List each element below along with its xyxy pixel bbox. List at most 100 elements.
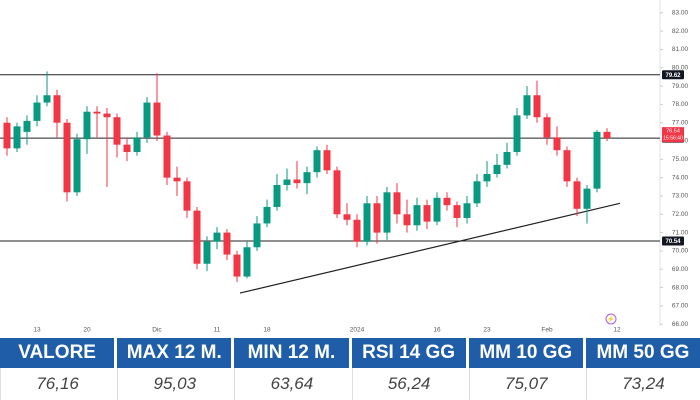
candle-body xyxy=(593,131,601,189)
candle-body xyxy=(223,232,231,255)
table-header: MM 10 GG xyxy=(468,338,583,368)
candle-body xyxy=(553,137,561,151)
candle-body xyxy=(423,205,431,222)
candle-body xyxy=(353,219,361,242)
x-tick-label: Dic xyxy=(152,327,162,334)
x-tick-label: 16 xyxy=(433,327,441,334)
table-column: RSI 14 GG 56,24 xyxy=(351,338,466,400)
candle-body xyxy=(293,179,301,184)
candle-body xyxy=(203,241,211,264)
y-tick-label: 77.00 xyxy=(672,119,689,126)
y-tick-label: 75.00 xyxy=(672,156,689,163)
y-tick-label: 72.00 xyxy=(672,211,689,218)
candle-body xyxy=(383,192,391,233)
candle-body xyxy=(473,181,481,204)
y-tick-label: 73.00 xyxy=(672,193,689,200)
y-tick-label: 67.00 xyxy=(672,303,689,310)
icon-glyph: ⚡ xyxy=(607,315,614,323)
candle-body xyxy=(113,117,121,145)
table-value: 73,24 xyxy=(585,368,700,400)
table-header: VALORE xyxy=(0,338,115,368)
stats-table: VALORE 76,16 MAX 12 M. 95,03 MIN 12 M. 63,64 R… xyxy=(0,338,700,400)
x-tick-label: 20 xyxy=(83,327,91,334)
x-tick-label: 13 xyxy=(33,327,41,334)
candle-body xyxy=(213,232,221,242)
candle-body xyxy=(603,131,611,139)
table-column: MM 10 GG 75,07 xyxy=(468,338,583,400)
candle-body xyxy=(393,192,401,215)
candle-body xyxy=(533,95,541,118)
candle-body xyxy=(453,205,461,218)
table-column: MAX 12 M. 95,03 xyxy=(117,338,232,400)
candle-body xyxy=(263,206,271,224)
candle-body xyxy=(173,177,181,182)
x-tick-label: Feb xyxy=(541,327,553,334)
candle-body xyxy=(233,254,241,277)
table-header: RSI 14 GG xyxy=(351,338,466,368)
table-value: 63,64 xyxy=(234,368,348,400)
table-column: VALORE 76,16 xyxy=(0,338,115,400)
table-header: MM 50 GG xyxy=(585,338,700,368)
candle-body xyxy=(63,122,71,193)
candle-body xyxy=(583,188,591,209)
candle-body xyxy=(563,150,571,182)
last-price-label: 76.54 xyxy=(666,129,680,135)
candle-body xyxy=(253,223,261,248)
candle-body xyxy=(53,95,61,123)
x-tick-label: 11 xyxy=(214,327,221,334)
table-value: 75,07 xyxy=(468,368,583,400)
y-tick-label: 83.00 xyxy=(672,10,689,17)
level-label: 70.54 xyxy=(665,239,681,245)
y-tick-label: 74.00 xyxy=(672,174,689,181)
y-tick-label: 70.00 xyxy=(672,248,689,255)
candle-body xyxy=(123,144,131,153)
y-tick-label: 71.00 xyxy=(672,229,689,236)
candle-body xyxy=(433,197,441,222)
candle-body xyxy=(403,214,411,226)
level-tag xyxy=(662,70,684,80)
candle-body xyxy=(413,205,421,226)
x-tick-label: 18 xyxy=(263,327,271,334)
candle-body xyxy=(3,122,11,149)
candle-body xyxy=(103,113,111,118)
y-tick-label: 79.00 xyxy=(672,83,689,90)
candle-body xyxy=(23,120,31,132)
candle-body xyxy=(493,164,501,174)
y-tick-label: 66.00 xyxy=(672,321,689,328)
table-value: 56,24 xyxy=(351,368,466,400)
level-label: 79.62 xyxy=(665,73,681,79)
candle-body xyxy=(143,102,151,138)
candle-body xyxy=(193,210,201,264)
candle-body xyxy=(503,152,511,165)
candle-body xyxy=(153,102,161,136)
x-tick-label: 2024 xyxy=(350,327,365,334)
candle-body xyxy=(523,95,531,116)
table-value: 95,03 xyxy=(117,368,231,400)
candle-body xyxy=(373,203,381,233)
icon xyxy=(605,313,617,325)
level-tag xyxy=(662,236,684,246)
trendline xyxy=(239,202,621,294)
table-header: MAX 12 M. xyxy=(117,338,232,368)
candle-body xyxy=(163,135,171,178)
y-tick-label: 82.00 xyxy=(672,28,689,35)
candle-body xyxy=(343,214,351,220)
y-tick-label: 69.00 xyxy=(672,266,689,273)
candle-body xyxy=(73,139,81,193)
candle-body xyxy=(133,137,141,153)
table-value: 76,16 xyxy=(0,368,114,400)
chart: ⚡ 66.00 67.00 68.00 69.00 70.00 71.00 72.00 73.… xyxy=(0,0,689,334)
candle-body xyxy=(483,173,491,182)
x-tick-label: 12 xyxy=(613,327,621,334)
countdown-label: 15:56:40 xyxy=(663,135,683,141)
last-price-tag xyxy=(662,127,684,143)
candle-body xyxy=(543,117,551,138)
table-header: MIN 12 M. xyxy=(234,338,349,368)
candle-body xyxy=(463,203,471,218)
candle-body xyxy=(513,115,521,153)
candle-body xyxy=(443,197,451,206)
candle-body xyxy=(83,111,91,140)
table-column: MM 50 GG 73,24 xyxy=(585,338,700,400)
candle-body xyxy=(303,172,311,184)
